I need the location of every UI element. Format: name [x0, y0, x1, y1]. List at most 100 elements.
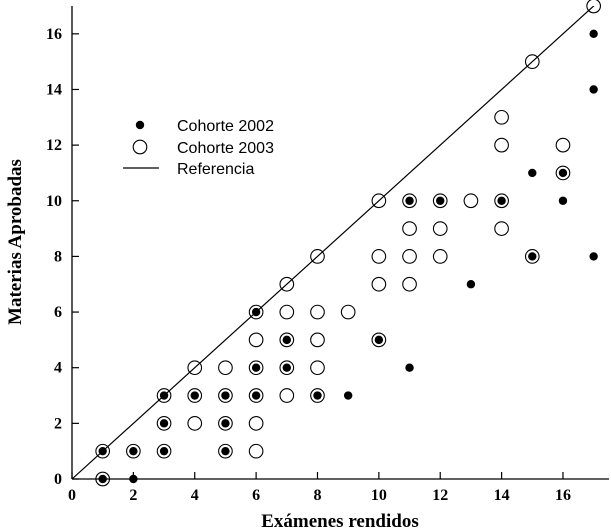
data-point-cohorte-2002 — [159, 446, 169, 456]
data-point-cohorte-2003 — [310, 388, 325, 403]
data-point-cohorte-2003 — [218, 443, 233, 459]
data-point-cohorte-2003 — [218, 360, 233, 376]
data-point-cohorte-2003 — [494, 193, 509, 209]
x-tick-label: 16 — [555, 487, 571, 504]
data-point-cohorte-2002 — [190, 391, 199, 400]
data-point-cohorte-2003 — [310, 332, 325, 348]
data-point-cohorte-2003 — [95, 443, 111, 459]
data-point-cohorte-2003 — [402, 193, 417, 209]
data-point-cohorte-2002 — [436, 196, 445, 205]
data-point-cohorte-2002 — [282, 335, 291, 345]
x-tick-label: 6 — [252, 487, 260, 504]
y-tick-label: 10 — [46, 193, 62, 210]
legend-label-cohorte-2003: Cohorte 2003 — [177, 140, 274, 157]
data-point-cohorte-2003 — [432, 249, 448, 264]
data-point-cohorte-2003 — [156, 416, 172, 431]
data-point-cohorte-2003 — [371, 332, 387, 348]
data-point-cohorte-2002 — [221, 419, 230, 428]
data-point-cohorte-2003 — [248, 332, 264, 348]
y-tick-label: 8 — [54, 248, 62, 265]
data-point-cohorte-2003 — [248, 360, 264, 376]
data-point-cohorte-2002 — [528, 252, 537, 261]
x-tick-label: 12 — [432, 487, 448, 504]
y-tick-label: 4 — [54, 360, 62, 377]
data-point-cohorte-2003 — [555, 137, 571, 153]
x-tick-label: 0 — [68, 487, 76, 504]
data-point-cohorte-2003 — [279, 360, 295, 376]
data-point-cohorte-2002 — [528, 168, 537, 178]
x-axis-ticks: 0 2 4 6 8 10 12 14 16 — [68, 472, 571, 504]
series-cohorte-2002 — [98, 29, 598, 484]
data-point-cohorte-2003 — [187, 388, 203, 403]
data-point-cohorte-2003 — [586, 0, 602, 14]
data-point-cohorte-2003 — [279, 388, 295, 403]
data-point-cohorte-2003 — [310, 360, 325, 376]
data-point-cohorte-2002 — [221, 391, 230, 400]
data-point-cohorte-2002 — [313, 391, 322, 400]
data-point-cohorte-2002 — [282, 363, 291, 372]
data-point-cohorte-2003 — [279, 332, 295, 348]
y-tick-label: 12 — [46, 137, 62, 154]
data-point-cohorte-2003 — [279, 276, 295, 292]
data-point-cohorte-2003 — [463, 193, 479, 209]
x-tick-label: 8 — [313, 487, 321, 504]
data-point-cohorte-2003 — [279, 304, 295, 320]
data-point-cohorte-2002 — [497, 196, 506, 205]
legend-label-referencia: Referencia — [177, 161, 254, 178]
data-point-cohorte-2003 — [248, 443, 264, 459]
data-point-cohorte-2003 — [494, 109, 509, 125]
data-point-cohorte-2003 — [248, 416, 264, 431]
data-point-cohorte-2003 — [402, 221, 417, 236]
data-point-cohorte-2003 — [95, 471, 111, 487]
data-point-cohorte-2003 — [371, 276, 387, 292]
data-point-cohorte-2003 — [187, 360, 203, 376]
data-point-cohorte-2002 — [221, 446, 230, 456]
data-point-cohorte-2002 — [558, 168, 568, 178]
data-point-cohorte-2003 — [156, 388, 172, 403]
x-tick-label: 2 — [129, 487, 137, 504]
data-point-cohorte-2003 — [555, 165, 571, 181]
data-point-cohorte-2003 — [524, 249, 540, 264]
y-tick-label: 14 — [46, 81, 62, 98]
x-axis-title: Exámenes rendidos — [261, 511, 418, 532]
data-point-cohorte-2003 — [218, 416, 233, 431]
x-tick-label: 4 — [191, 487, 199, 504]
y-axis-title: Materias Aprobadas — [5, 159, 26, 325]
legend-marker-cohorte-2003 — [132, 139, 148, 155]
data-point-cohorte-2002 — [405, 363, 414, 372]
x-tick-label: 14 — [494, 487, 510, 504]
data-point-cohorte-2002 — [159, 419, 169, 428]
x-tick-label: 10 — [371, 487, 387, 504]
data-point-cohorte-2002 — [343, 391, 353, 400]
y-tick-label: 16 — [46, 26, 62, 43]
data-point-cohorte-2003 — [156, 443, 172, 459]
data-point-cohorte-2002 — [98, 446, 107, 456]
data-point-cohorte-2003 — [248, 304, 264, 320]
data-point-cohorte-2003 — [371, 193, 387, 209]
reference-line — [72, 6, 595, 479]
y-tick-label: 2 — [54, 415, 62, 432]
data-point-cohorte-2003 — [524, 54, 540, 69]
data-point-cohorte-2002 — [251, 363, 261, 372]
data-point-cohorte-2003 — [248, 388, 264, 403]
data-point-cohorte-2003 — [432, 221, 448, 236]
data-point-cohorte-2003 — [371, 249, 387, 264]
legend: Cohorte 2002 Cohorte 2003 Referencia — [123, 118, 274, 178]
series-cohorte-2003 — [95, 0, 602, 487]
legend-marker-cohorte-2002 — [135, 120, 145, 130]
data-point-cohorte-2002 — [589, 252, 598, 261]
y-axis-ticks: 0 2 4 6 8 10 12 14 16 — [46, 26, 79, 488]
data-point-cohorte-2002 — [466, 280, 476, 289]
data-point-cohorte-2002 — [589, 29, 598, 39]
data-point-cohorte-2002 — [251, 391, 261, 400]
data-point-cohorte-2003 — [310, 304, 325, 320]
data-point-cohorte-2002 — [589, 85, 598, 94]
legend-label-cohorte-2002: Cohorte 2002 — [177, 118, 274, 135]
plot-frame — [71, 6, 609, 480]
data-point-cohorte-2003 — [218, 388, 233, 403]
data-point-cohorte-2003 — [432, 193, 448, 209]
data-point-cohorte-2003 — [187, 416, 203, 431]
data-point-cohorte-2003 — [402, 249, 417, 264]
